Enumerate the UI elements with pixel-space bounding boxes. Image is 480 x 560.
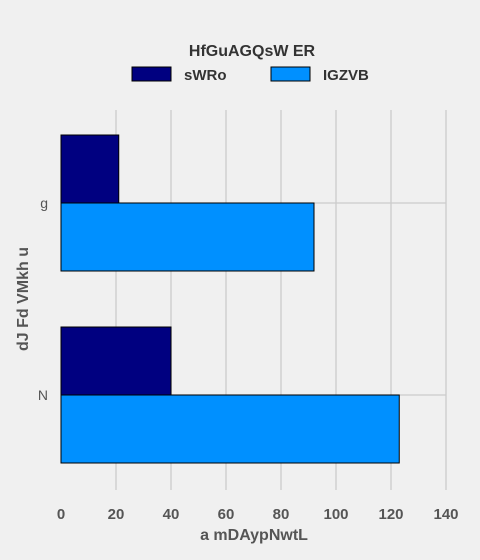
y-axis-label: dJ Fd VMkh u — [15, 247, 32, 351]
bar-sWRo-N — [60, 326, 172, 396]
bar-sWRo-g — [60, 134, 120, 204]
bars — [60, 134, 400, 464]
x-tick-label: 80 — [273, 506, 290, 523]
legend-label-sWRo: sWRo — [184, 67, 227, 84]
bar-IGZVB-g — [60, 202, 315, 272]
legend-swatch-IGZVB — [270, 66, 311, 82]
x-tick-label: 60 — [218, 506, 235, 523]
x-tick-label: 120 — [378, 506, 403, 523]
x-tick-label: 20 — [108, 506, 125, 523]
legend-label-IGZVB: IGZVB — [323, 67, 369, 84]
x-axis-label: a mDAypNwtL — [200, 527, 308, 544]
tick-labels: 0 20 40 60 80 100 120 140 Ng — [38, 195, 459, 523]
y-tick-label: N — [38, 387, 48, 403]
legend-title: HfGuAGQsW ER — [189, 43, 316, 60]
x-tick-label: 140 — [433, 506, 458, 523]
bar-IGZVB-N — [60, 394, 400, 464]
legend: sWRo IGZVB — [131, 66, 369, 84]
legend-swatch-sWRo — [131, 66, 172, 82]
x-tick-label: 0 — [57, 506, 65, 523]
x-tick-label: 40 — [163, 506, 180, 523]
x-tick-label: 100 — [323, 506, 348, 523]
y-tick-label: g — [40, 195, 48, 211]
